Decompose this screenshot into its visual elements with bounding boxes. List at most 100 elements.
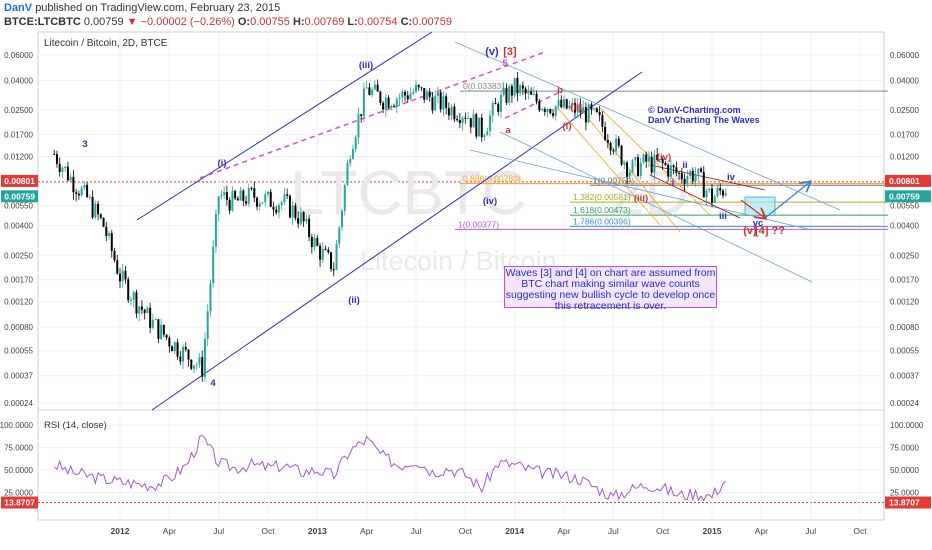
y-tick-right: 0.00250 bbox=[890, 251, 919, 260]
candle-body bbox=[321, 248, 324, 260]
candle-body bbox=[530, 91, 533, 95]
candle-body bbox=[719, 188, 722, 191]
candle-body bbox=[66, 166, 69, 181]
candle-body bbox=[258, 203, 261, 207]
descending-channel-top bbox=[454, 41, 841, 211]
candle-body bbox=[478, 117, 481, 137]
descending-channel-mid bbox=[499, 131, 813, 283]
candle-body bbox=[116, 260, 119, 274]
abc-dashed-line bbox=[504, 91, 561, 119]
candle-body bbox=[368, 87, 371, 95]
fib-label: 1.786(0.00396) bbox=[573, 216, 631, 226]
rsi-tick-right: 25.0000 bbox=[890, 489, 919, 498]
y-tick-left: 0.02500 bbox=[4, 106, 33, 115]
last-price-tag-box-left bbox=[1, 190, 38, 203]
candle-body bbox=[650, 156, 653, 173]
rsi-tick-left: 100.0000 bbox=[0, 421, 34, 430]
wave-label: b bbox=[557, 85, 563, 96]
candle-body bbox=[653, 154, 656, 173]
candle-body bbox=[623, 162, 626, 165]
candle-body bbox=[113, 250, 116, 261]
candle-body bbox=[672, 165, 675, 168]
candle-body bbox=[724, 192, 727, 196]
candle-body bbox=[124, 270, 127, 280]
fan-line-2 bbox=[554, 104, 661, 226]
candle-body bbox=[365, 87, 368, 89]
candle-body bbox=[467, 118, 470, 120]
candle-body bbox=[382, 102, 385, 110]
candle-body bbox=[61, 168, 64, 173]
candle-body bbox=[439, 92, 442, 110]
fib-label: 1(0.00759) bbox=[593, 175, 634, 185]
x-tick-label: 2013 bbox=[308, 526, 327, 536]
wave-label: iii bbox=[719, 211, 727, 222]
rsi-pane bbox=[37, 409, 885, 521]
candle-body bbox=[176, 342, 179, 357]
price-axis: 0.06000 0.06000 0.04000 0.04000 0.02500 0.025… bbox=[0, 51, 931, 509]
candle-body bbox=[209, 283, 212, 312]
y-tick-left: 0.00400 bbox=[4, 222, 33, 231]
x-tick-label: Apr bbox=[163, 526, 176, 536]
wave-label: vc bbox=[753, 218, 764, 229]
wave-label: (iii) bbox=[359, 60, 373, 71]
candle-body bbox=[601, 115, 604, 127]
y-tick-right: 0.04000 bbox=[890, 77, 919, 86]
wave-label: (iii) bbox=[634, 193, 648, 204]
candle-body bbox=[58, 163, 61, 173]
candle-body bbox=[360, 114, 363, 117]
rsi-tag-left: 13.8707 bbox=[4, 498, 35, 508]
wave-label: (i) bbox=[218, 158, 227, 169]
y-tick-left: 0.04000 bbox=[4, 77, 33, 86]
candle-body bbox=[72, 176, 75, 193]
candle-body bbox=[519, 85, 522, 94]
candle-body bbox=[157, 319, 160, 339]
candle-body bbox=[223, 192, 226, 196]
y-tick-right: 0.01700 bbox=[890, 130, 919, 139]
candle-body bbox=[193, 365, 195, 369]
fib-label: 1(0.00377) bbox=[458, 219, 499, 229]
candle-body bbox=[590, 104, 593, 110]
candle-body bbox=[277, 205, 280, 213]
candle-body bbox=[434, 95, 437, 111]
last-price-tag-box bbox=[885, 190, 931, 203]
candle-body bbox=[675, 167, 678, 173]
candle-body bbox=[516, 77, 519, 94]
projection-down bbox=[740, 199, 765, 218]
candle-body bbox=[313, 238, 316, 248]
candle-body bbox=[173, 342, 176, 352]
candle-body bbox=[497, 104, 500, 112]
candle-body bbox=[269, 191, 272, 207]
author-link[interactable]: DanV bbox=[4, 2, 33, 14]
candle-body bbox=[247, 187, 250, 204]
candle-body bbox=[362, 88, 365, 117]
candle-body bbox=[543, 109, 546, 113]
wave-label: (ii) bbox=[570, 102, 582, 113]
candle-body bbox=[135, 292, 138, 314]
candle-body bbox=[521, 85, 524, 89]
candle-body bbox=[387, 97, 390, 108]
y-tick-left: 0.00024 bbox=[4, 399, 33, 408]
candle-body bbox=[165, 334, 168, 338]
rsi-tick-left: 50.0000 bbox=[4, 466, 33, 475]
candle-body bbox=[264, 194, 267, 203]
candle-body bbox=[121, 270, 124, 282]
y-tick-right: 0.02500 bbox=[890, 106, 919, 115]
candle-body bbox=[642, 154, 645, 163]
wave-label: (iv) bbox=[483, 196, 497, 207]
candle-body bbox=[99, 214, 102, 218]
candle-body bbox=[554, 106, 557, 116]
price-candles bbox=[53, 72, 727, 383]
candle-body bbox=[69, 176, 72, 181]
candle-body bbox=[349, 158, 352, 164]
candle-body bbox=[417, 84, 420, 88]
candle-body bbox=[406, 95, 409, 100]
rsi-tag-box-left bbox=[1, 496, 38, 509]
candle-body bbox=[678, 172, 681, 174]
candle-body bbox=[571, 102, 574, 106]
candle-body bbox=[217, 196, 220, 214]
rsi-path bbox=[53, 434, 727, 502]
rsi-tag-box bbox=[885, 496, 931, 509]
candle-body bbox=[86, 184, 89, 198]
candle-body bbox=[628, 172, 631, 177]
